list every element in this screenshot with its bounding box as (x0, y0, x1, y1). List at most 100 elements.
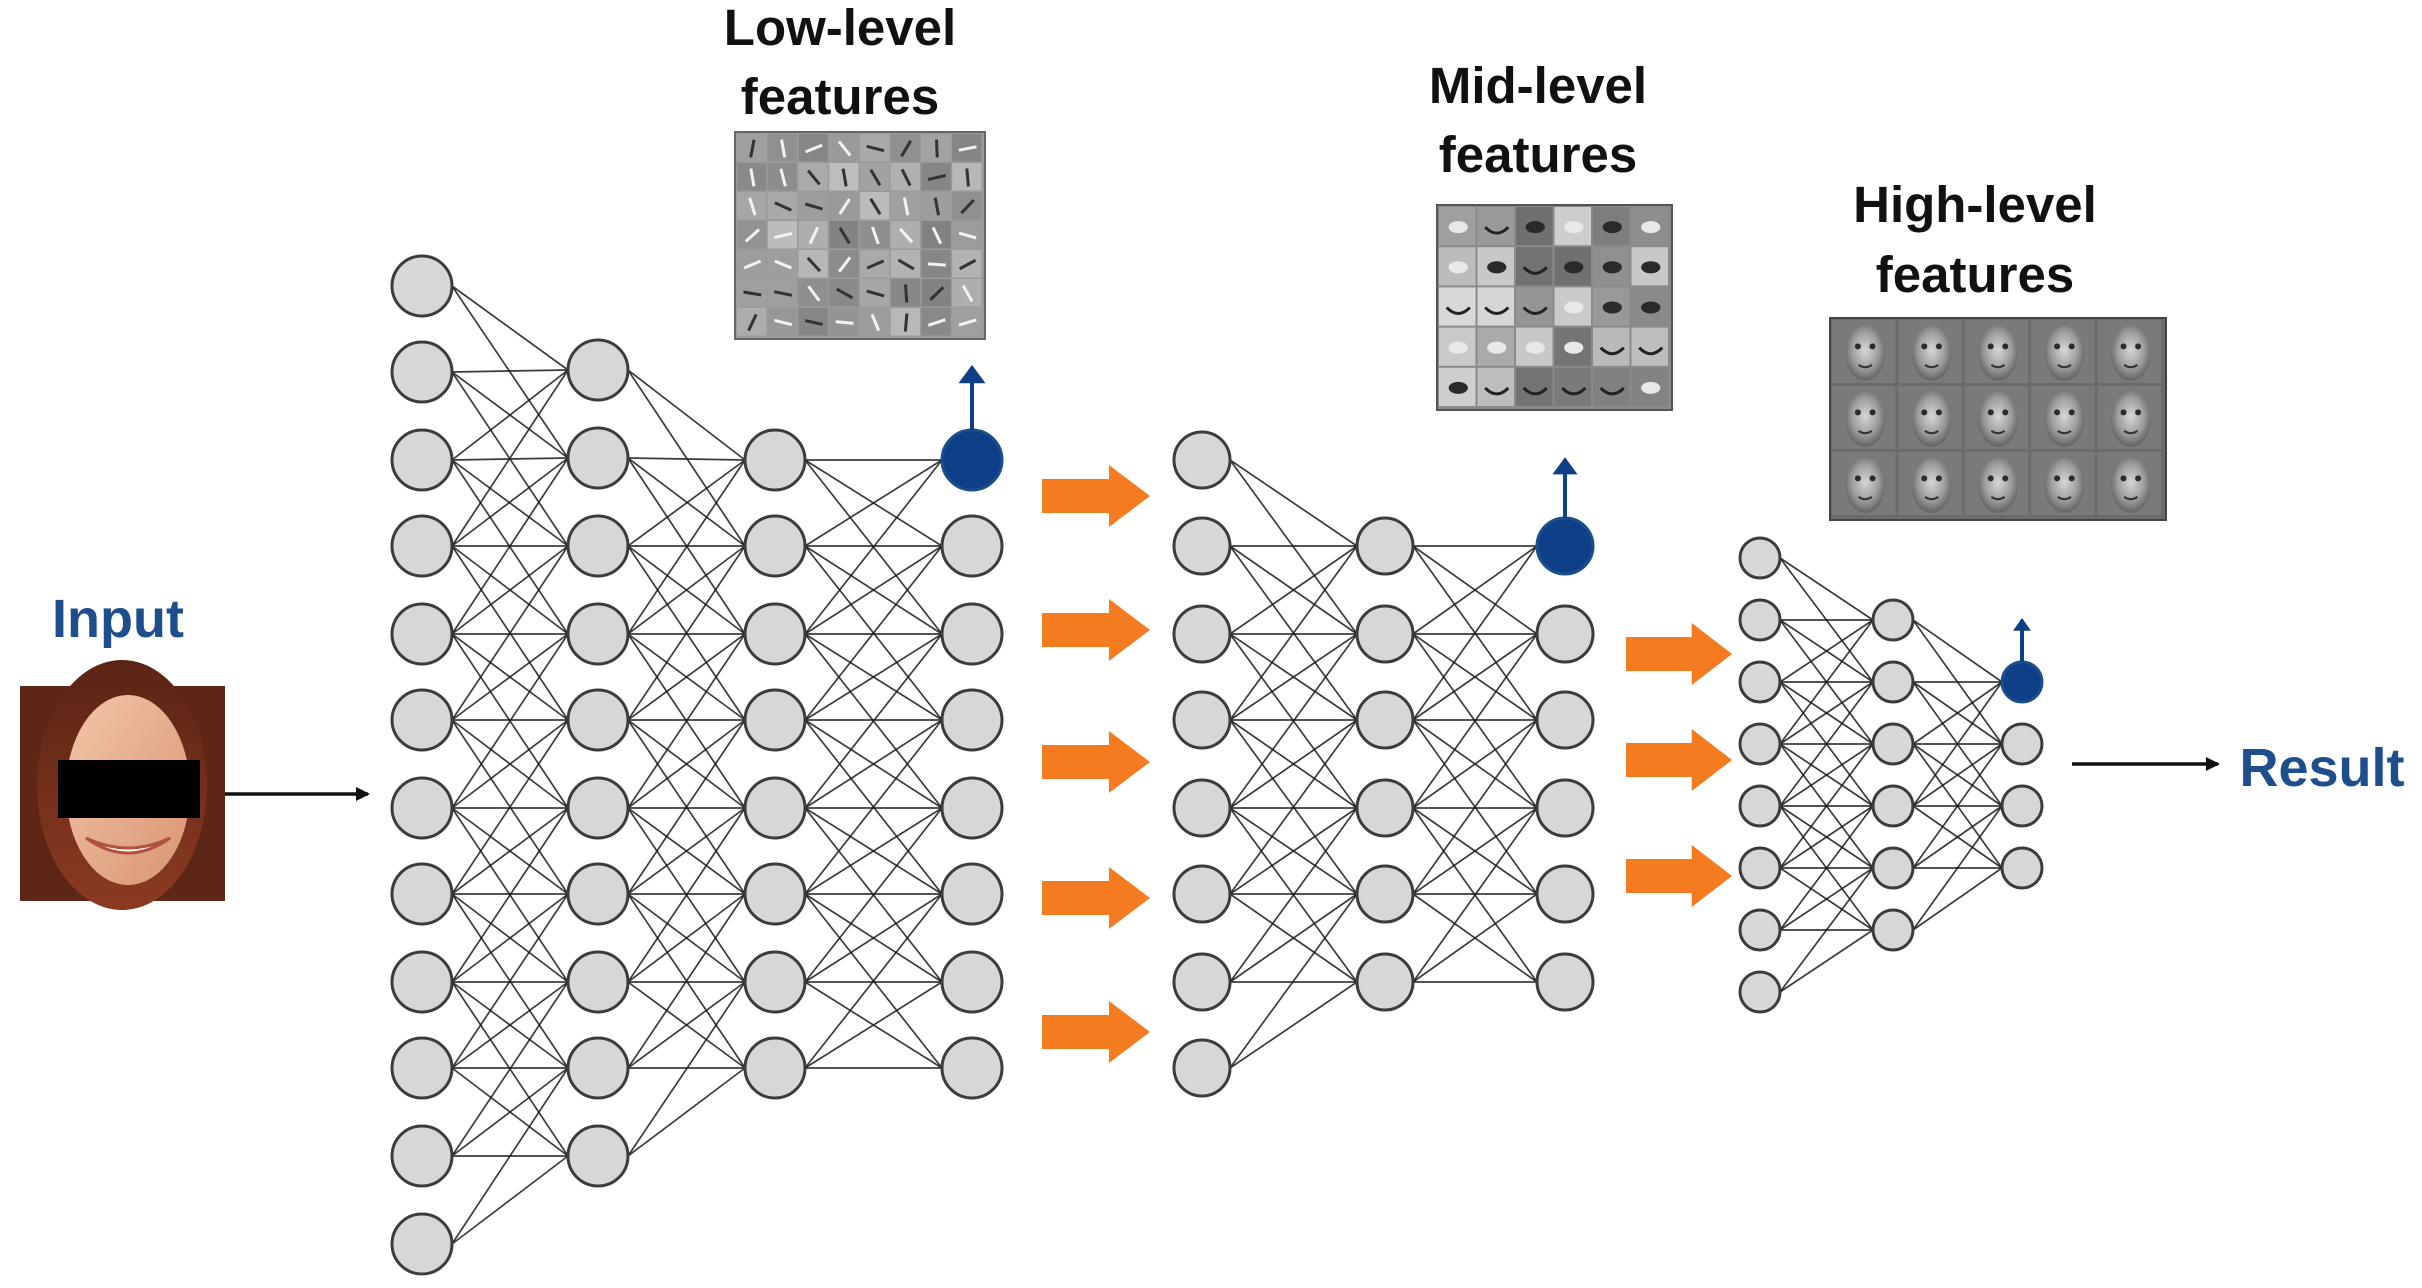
mid-level-feature-grid (1436, 204, 1673, 411)
up-arrowhead-icon (958, 365, 986, 384)
connection-line (1779, 867, 1874, 931)
connection-line (451, 457, 569, 547)
connection-line (451, 719, 569, 895)
connection-line (627, 893, 746, 1069)
neuron-node (566, 602, 630, 666)
neuron-node (1535, 864, 1595, 924)
connection-line (451, 545, 569, 635)
mid-level-line2: features (1439, 126, 1637, 183)
connection-line (804, 633, 943, 721)
connection-line (1779, 619, 1874, 683)
neuron-node (2000, 846, 2044, 890)
connection-line (804, 545, 943, 721)
connection-line (451, 807, 569, 895)
up-arrowhead-icon (1552, 457, 1578, 475)
orange-arrow-icon (1042, 731, 1150, 793)
connection-line (627, 457, 746, 461)
neuron-node (390, 950, 454, 1014)
connection-line (1229, 719, 1358, 895)
connection-line (1412, 719, 1538, 895)
connection-line (1912, 743, 2003, 869)
neuron-node (940, 1036, 1004, 1100)
neuron-node (940, 514, 1004, 578)
neuron-node (390, 1124, 454, 1188)
neuron-node (566, 776, 630, 840)
neuron-node (1871, 598, 1915, 642)
connection-line (1912, 619, 2003, 683)
neuron-node (1738, 908, 1782, 952)
neuron-node (566, 1036, 630, 1100)
orange-arrow-icon (1626, 845, 1732, 907)
connection-line (804, 719, 943, 809)
connection-line (804, 459, 943, 635)
neuron-node (390, 688, 454, 752)
input-label: Input (52, 589, 184, 649)
connection-line (1779, 557, 1874, 621)
connection-line (451, 1155, 569, 1245)
neuron-node (2000, 784, 2044, 828)
connection-line (1779, 743, 1874, 807)
neuron-node (566, 688, 630, 752)
neuron-node (1871, 846, 1915, 890)
up-arrowhead-icon (2013, 618, 2031, 631)
connection-line (627, 545, 746, 635)
high-level-features-label: High-level features (1853, 176, 2097, 303)
connection-line (627, 719, 746, 809)
connection-line (1779, 681, 1874, 807)
connection-line (451, 981, 569, 1069)
connection-line (451, 1067, 569, 1157)
neuron-node (390, 602, 454, 666)
neuron-node (1535, 778, 1595, 838)
connection-line (1779, 805, 1874, 869)
connection-line (627, 459, 746, 635)
connection-line (627, 719, 746, 895)
connection-line (451, 369, 569, 547)
orange-arrow-icon (1626, 729, 1732, 791)
feature-output-arrows (958, 365, 2031, 662)
connection-line (1412, 807, 1538, 983)
connection-line (1229, 893, 1358, 1069)
connection-line (451, 981, 569, 1157)
high-level-feature-grid (1829, 317, 2167, 521)
neuron-node (1535, 952, 1595, 1012)
neuron-node (1738, 970, 1782, 1014)
neuron-node (743, 514, 807, 578)
connection-line (627, 807, 746, 895)
connection-line (627, 545, 746, 721)
connection-line (1779, 929, 1874, 993)
orange-arrow-icon (1042, 599, 1150, 661)
neuron-node (1738, 536, 1782, 580)
feature-output-node (940, 428, 1004, 492)
connection-line (1912, 805, 2003, 869)
connection-line (451, 369, 569, 461)
neuron-node (1871, 722, 1915, 766)
neuron-node (390, 428, 454, 492)
connection-line (451, 633, 569, 809)
neuron-node (743, 950, 807, 1014)
connection-line (1912, 867, 2003, 931)
connection-line (1779, 867, 1874, 993)
connection-line (451, 457, 569, 635)
neuron-node (940, 862, 1004, 926)
connection-line (1229, 459, 1358, 547)
network-nodes (390, 254, 2044, 1276)
neuron-node (566, 1124, 630, 1188)
connection-line (804, 981, 943, 1069)
connection-line (451, 807, 569, 983)
orange-arrow-icon (1042, 867, 1150, 929)
connection-line (1779, 681, 1874, 745)
mid-level-features-label: Mid-level features (1429, 57, 1647, 183)
connection-line (804, 807, 943, 983)
neuron-node (940, 776, 1004, 840)
orange-arrow-icon (1626, 623, 1732, 685)
neuron-node (1535, 604, 1595, 664)
connection-line (804, 719, 943, 895)
input-face-image (20, 660, 225, 910)
connection-line (1912, 805, 2003, 931)
connection-line (1912, 681, 2003, 745)
neuron-node (743, 1036, 807, 1100)
feature-output-node (2000, 660, 2044, 704)
neuron-node (390, 776, 454, 840)
neuron-node (1172, 604, 1232, 664)
connection-line (1412, 633, 1538, 809)
